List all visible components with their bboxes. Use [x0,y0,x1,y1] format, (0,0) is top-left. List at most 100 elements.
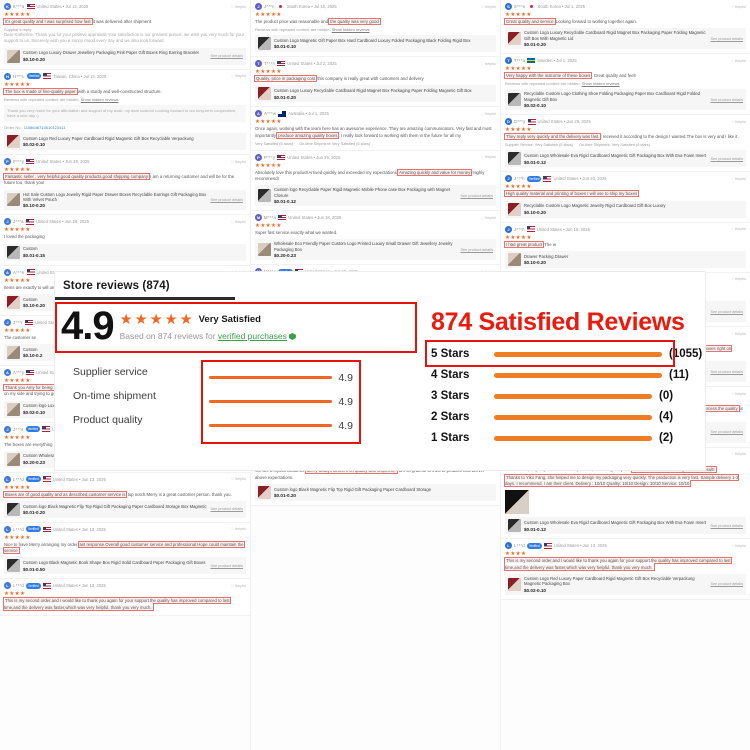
helpful-icon[interactable]: ♡ Helpful [481,270,496,274]
helpful-icon[interactable]: ♡ Helpful [480,111,496,116]
see-product-details-link[interactable]: See product details [460,193,493,198]
review-product-row[interactable]: Drawer Packing Drawer $0.10-0.20 [505,250,746,268]
review-product-row[interactable]: Custom Logo Luxury Drawer Jewellery Pack… [4,47,246,65]
review-text: The product price was reasonable and the… [255,18,381,25]
show-hidden-reviews-link[interactable]: Show hidden reviews [331,27,370,33]
review-product-row[interactable]: Hot Sale Custom Logo Jewelry Rigid Paper… [4,189,246,211]
review-product-row[interactable]: Custom logo Recyclable Paper Rigid Magne… [255,185,496,207]
helpful-icon[interactable]: ♡ Helpful [480,4,496,9]
review-star-rating: ★★★★★ [255,12,282,18]
see-product-details-link[interactable]: See product details [210,563,243,568]
review-text: Quality, price in packaging cost this co… [253,75,424,83]
review-product-row[interactable]: Custom Logo Red Luxury Paper Cardboard R… [505,573,746,595]
helpful-icon[interactable]: ♡ Helpful [730,4,746,9]
review-country-date: United States • Jun 29, 2025 [537,119,591,125]
review-product-row[interactable]: Custom Logo Magnetic Gift Paper Box Hard… [255,35,496,53]
helpful-icon[interactable]: ♡ Helpful [230,527,246,532]
see-product-details-link[interactable]: See product details [710,309,743,314]
reviewer-name: T***n [264,61,276,67]
review-country-date: United States • Jun 13, 2025 [553,543,607,549]
star-distribution-count: (2) [659,432,674,444]
see-product-details-link[interactable]: See product details [710,156,743,161]
reviewer-name: L***d [13,476,25,482]
helpful-icon[interactable]: ♡ Helpful [730,176,746,181]
review-star-rating: ★★★★★ [4,327,31,334]
helpful-icon[interactable]: ♡ Helpful [480,215,496,220]
see-product-details-link[interactable]: See product details [710,582,743,587]
helpful-icon[interactable]: ♡ Helpful [730,58,746,63]
helpful-icon[interactable]: ♡ Helpful [230,219,246,224]
review-product-row[interactable]: Custom $0.01-0.15 [4,243,246,261]
review-country-date: South Korea • Jul 10, 2025 [286,4,337,9]
see-product-details-link[interactable]: See product details [710,430,743,435]
review-product-row[interactable]: Custom Logo Wholesale Eva Rigid Cardboar… [505,150,746,168]
review-text: Great quality and service.Looking forwar… [504,18,637,25]
helpful-icon[interactable]: ♡ Helpful [730,452,746,457]
star-distribution-row: 1 Stars (2) [431,428,705,449]
product-price: $0.10-0.20 [524,260,546,266]
review-product-row[interactable]: Recyclable Custom Logo Clothing Shoe Fol… [505,89,746,111]
review-star-rating: ★★★★★ [4,227,31,234]
based-on-prefix: Based on 874 reviews for [119,331,218,341]
review-product-row[interactable]: Custom Logo Black Magnetic Book Shape Bo… [4,557,246,575]
star-icon-2: ★ [134,311,148,328]
see-product-details-link[interactable]: See product details [210,197,243,202]
order-number-value[interactable]: 1108646713610123411 [23,125,66,131]
helpful-icon[interactable]: ♡ Helpful [230,159,246,164]
see-product-details-link[interactable]: See product details [710,369,743,374]
see-product-details-link[interactable]: See product details [710,36,743,41]
helpful-icon[interactable]: ♡ Helpful [230,583,246,588]
see-product-details-link[interactable]: See product details [210,54,243,59]
review-star-rating: ★★★★★ [505,127,532,134]
helpful-icon[interactable]: ♡ Helpful [230,74,246,79]
review-star-rating: ★★★★★ [4,12,31,18]
review-product-row[interactable]: Recyclable Custom Logo Magnetic Jewelry … [505,200,746,218]
review-star-rating: ★★★★★ [505,234,532,241]
metric-label-product-quality: Product quality [73,413,143,426]
helpful-icon[interactable]: ♡ Helpful [480,155,496,160]
see-product-details-link[interactable]: See product details [460,247,493,252]
helpful-icon[interactable]: ♡ Helpful [230,477,246,482]
review-text: This is my second order,and I would like… [3,597,246,611]
review-product-row[interactable]: Custom Logo Red Luxury Paper Cardboard R… [4,133,246,151]
country-flag-icon [43,73,52,79]
review-product-row[interactable]: Wholesale Eco Friendly Paper Custom Logo… [255,239,496,261]
review-product-row[interactable]: Custom Logo Luxury Recyclable Cardboard … [255,85,496,103]
verified-badge: Verified [26,476,41,483]
review-product-row[interactable]: Custom Logo Wholesale Eva Rigid Cardboar… [505,517,746,535]
helpful-icon[interactable]: ♡ Helpful [730,119,746,124]
review-product-row[interactable]: Custom logo Black Magnetic Flip Top Rigi… [4,500,246,518]
helpful-icon[interactable]: ♡ Helpful [730,391,746,396]
highlighted-phrase: Great quality and service [504,18,556,25]
helpful-icon[interactable]: ♡ Helpful [730,227,746,232]
summary-right-column: 874 Satisfied Reviews 5 Stars (1055) 4 Sta… [425,300,705,449]
review-header: J J***h Verified United States • Jun 20, 20… [505,175,746,183]
star-icon-3: ★ [149,311,163,328]
highlighted-phrase: Amazing quickly and value for money [397,168,473,176]
helpful-icon[interactable]: ♡ Helpful [730,543,746,548]
product-thumbnail [258,87,271,101]
page-title: Store reviews (874) [63,280,170,292]
avatar: J [505,225,512,233]
review-star-rating: ★★★★ [4,591,26,598]
helpful-icon[interactable]: ♡ Helpful [480,61,496,66]
review-product-row[interactable]: Custom logo Black Magnetic Flip Top Rigi… [255,483,496,501]
verified-purchases-link[interactable]: verified purchases [217,331,287,341]
helpful-icon[interactable]: ♡ Helpful [730,331,746,336]
star-distribution-count: (1055) [669,348,703,360]
highlighted-phrase: They reply very quickly and the delivery… [503,133,602,141]
see-product-details-link[interactable]: See product details [710,523,743,528]
review-product-row[interactable]: Custom Logo Luxury Recyclable Cardboard … [505,28,746,50]
see-product-details-link[interactable]: See product details [210,507,243,512]
show-hidden-reviews-link[interactable]: Show hidden reviews [581,81,620,87]
show-hidden-reviews-link[interactable]: Show hidden reviews [80,96,119,102]
product-thumbnail [508,577,521,591]
review-star-rating: ★★★★ [505,551,527,558]
product-price: $0.20-0.23 [274,253,296,259]
see-product-details-link[interactable]: See product details [710,97,743,102]
helpful-icon[interactable]: ♡ Helpful [230,4,246,9]
review-photo[interactable] [505,490,529,515]
star-distribution-row: 2 Stars (4) [431,407,705,428]
helpful-icon[interactable]: ♡ Helpful [730,277,746,282]
